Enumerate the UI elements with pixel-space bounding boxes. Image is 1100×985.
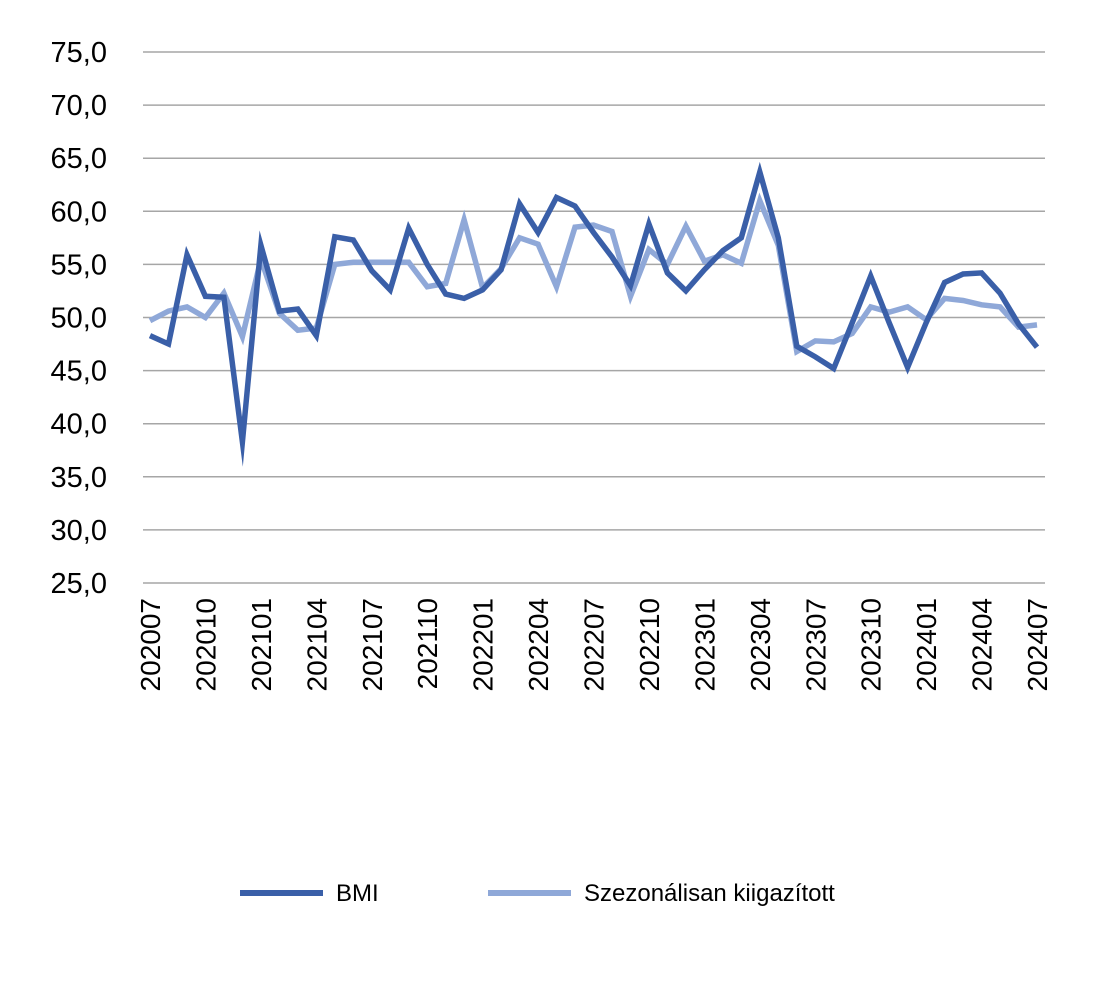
series-line-seasonally-adjusted — [148, 192, 1038, 356]
gridlines — [143, 51, 1045, 584]
x-tick-label: 202301 — [689, 598, 720, 691]
x-tick-label: 202310 — [856, 598, 887, 691]
y-tick-label: 50,0 — [51, 303, 107, 335]
x-tick-label: 202010 — [190, 598, 221, 691]
y-tick-label: 65,0 — [51, 143, 107, 175]
x-tick-label: 202110 — [412, 598, 443, 689]
x-tick-label: 202204 — [523, 598, 554, 691]
y-tick-label: 60,0 — [51, 196, 107, 228]
legend-label-bmi: BMI — [336, 880, 379, 907]
x-tick-label: 202207 — [579, 598, 610, 691]
x-tick-label: 202107 — [357, 598, 388, 691]
x-tick-label: 202404 — [967, 598, 998, 691]
y-tick-label: 45,0 — [51, 356, 107, 388]
series-lines — [148, 161, 1040, 467]
x-tick-label: 202407 — [1022, 598, 1053, 691]
x-tick-label: 202101 — [246, 598, 277, 691]
y-tick-label: 40,0 — [51, 409, 107, 441]
y-tick-label: 55,0 — [51, 249, 107, 281]
x-tick-label: 202307 — [800, 598, 831, 691]
legend-label-seasonally-adjusted: Szezonálisan kiigazított — [584, 880, 835, 907]
y-tick-label: 25,0 — [51, 568, 107, 600]
y-axis-ticks: 25,0 30,0 35,0 40,0 45,0 50,0 55,0 60,0 65,0 70,0… — [51, 37, 107, 600]
x-tick-label: 202104 — [301, 598, 332, 691]
x-tick-label: 202007 — [135, 598, 166, 691]
y-tick-label: 75,0 — [51, 37, 107, 69]
series-line-bmi — [148, 161, 1040, 467]
y-tick-label: 70,0 — [51, 90, 107, 122]
x-tick-label: 202201 — [468, 598, 499, 691]
x-axis-ticks: 202007 202010 202101 202104 202107 202110 2022… — [135, 598, 1053, 691]
x-tick-label: 202401 — [911, 598, 942, 691]
x-tick-label: 202210 — [634, 598, 665, 691]
y-tick-label: 35,0 — [51, 462, 107, 494]
x-tick-label: 202304 — [745, 598, 776, 691]
legend: BMI Szezonálisan kiigazított — [240, 880, 835, 907]
y-tick-label: 30,0 — [51, 515, 107, 547]
